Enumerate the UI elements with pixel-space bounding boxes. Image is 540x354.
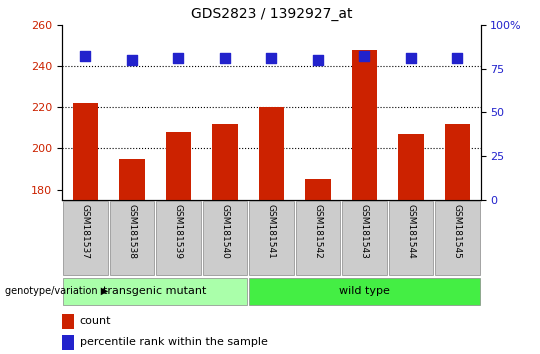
FancyBboxPatch shape	[435, 201, 480, 275]
Point	[220, 55, 229, 61]
Bar	[259, 107, 284, 200]
Text: GSM181541: GSM181541	[267, 204, 276, 259]
Point	[81, 53, 90, 59]
Point	[360, 53, 369, 59]
Point	[267, 55, 276, 61]
Point	[127, 57, 136, 63]
Text: GSM181543: GSM181543	[360, 204, 369, 259]
Text: count: count	[80, 316, 111, 326]
Text: wild type: wild type	[339, 286, 390, 296]
Bar	[398, 134, 424, 200]
Text: GSM181544: GSM181544	[407, 204, 415, 258]
FancyBboxPatch shape	[110, 201, 154, 275]
Bar	[305, 179, 330, 200]
Text: transgenic mutant: transgenic mutant	[104, 286, 207, 296]
Text: percentile rank within the sample: percentile rank within the sample	[80, 337, 267, 348]
Bar	[352, 50, 377, 200]
Bar	[62, 314, 74, 329]
Text: GSM181538: GSM181538	[127, 204, 136, 259]
Text: GSM181545: GSM181545	[453, 204, 462, 259]
Bar	[166, 132, 191, 200]
FancyBboxPatch shape	[63, 278, 247, 305]
Bar	[119, 159, 145, 200]
Bar	[444, 124, 470, 200]
FancyBboxPatch shape	[249, 201, 294, 275]
Text: GSM181542: GSM181542	[313, 204, 322, 258]
FancyBboxPatch shape	[156, 201, 201, 275]
Point	[174, 55, 183, 61]
Bar	[62, 335, 74, 350]
Text: GSM181539: GSM181539	[174, 204, 183, 259]
FancyBboxPatch shape	[342, 201, 387, 275]
Point	[453, 55, 462, 61]
FancyBboxPatch shape	[202, 201, 247, 275]
Point	[407, 55, 415, 61]
Bar	[72, 103, 98, 200]
FancyBboxPatch shape	[249, 278, 480, 305]
Title: GDS2823 / 1392927_at: GDS2823 / 1392927_at	[191, 7, 352, 21]
Text: GSM181537: GSM181537	[81, 204, 90, 259]
FancyBboxPatch shape	[295, 201, 340, 275]
FancyBboxPatch shape	[389, 201, 433, 275]
Text: genotype/variation ▶: genotype/variation ▶	[5, 286, 109, 296]
Point	[314, 57, 322, 63]
Bar	[212, 124, 238, 200]
FancyBboxPatch shape	[63, 201, 107, 275]
Text: GSM181540: GSM181540	[220, 204, 230, 259]
